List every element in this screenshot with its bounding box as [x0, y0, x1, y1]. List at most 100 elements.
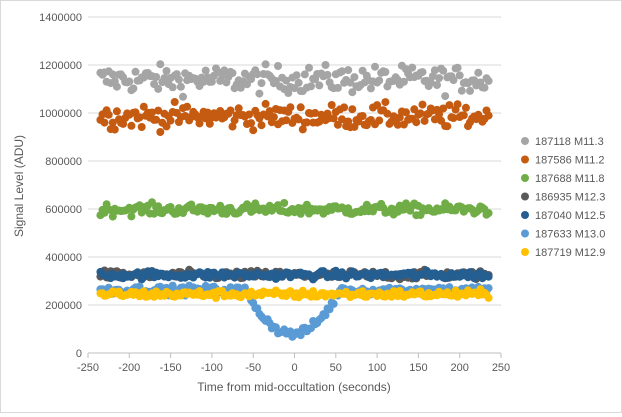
data-point [112, 82, 121, 91]
data-point [315, 81, 324, 90]
legend-marker [521, 192, 529, 201]
data-point [381, 98, 390, 107]
legend-marker [521, 248, 529, 256]
data-point [257, 121, 266, 130]
legend-marker [521, 174, 529, 182]
series-1 [96, 98, 493, 136]
data-point [228, 69, 237, 78]
data-point [441, 92, 450, 101]
data-point [307, 82, 315, 91]
data-point [321, 311, 330, 320]
x-axis-title: Time from mid-occultation (seconds) [197, 380, 391, 394]
data-point [156, 128, 165, 136]
data-point [176, 82, 185, 91]
data-point [168, 281, 177, 290]
data-point [294, 78, 303, 87]
data-point [261, 99, 270, 108]
data-point [484, 111, 493, 120]
data-point [350, 73, 359, 82]
axes: 0 200000 400000 600000 800000 1000000 1200000 1… [39, 12, 510, 374]
series-2 [96, 198, 493, 221]
data-point [104, 110, 113, 119]
data-point [466, 86, 474, 95]
legend-label: 187586 M11.2 [535, 155, 605, 167]
data-point [461, 103, 470, 112]
data-point [110, 125, 119, 134]
data-point [338, 67, 346, 76]
data-point [393, 120, 402, 129]
legend-marker [521, 229, 529, 238]
gridlines [88, 16, 501, 306]
legend-label: 186935 M12.3 [535, 192, 605, 204]
data-point [162, 67, 171, 75]
data-point [375, 116, 384, 125]
series-0 [96, 60, 493, 101]
data-point [228, 122, 237, 131]
data-point [484, 293, 493, 302]
data-point [484, 272, 493, 281]
x-tick-label: -50 [245, 362, 261, 374]
data-point [257, 79, 266, 88]
data-point [484, 76, 493, 85]
data-point [205, 119, 214, 128]
data-point [430, 66, 439, 75]
data-point [216, 107, 225, 115]
data-point [381, 68, 390, 76]
data-point [156, 60, 165, 69]
data-point [418, 100, 427, 109]
data-point [152, 73, 161, 81]
x-tick-label: -200 [118, 362, 140, 374]
data-point [338, 115, 346, 124]
data-point [108, 70, 117, 79]
data-point [457, 86, 466, 95]
data-point [282, 116, 291, 125]
data-points [96, 60, 493, 341]
legend: 187118 M11.3 187586 M11.2 187688 M11.8 1869… [521, 136, 605, 259]
y-tick-label: 600000 [45, 204, 82, 216]
data-point [160, 74, 169, 83]
data-point [439, 104, 448, 113]
data-point [108, 212, 117, 221]
legend-label: 187688 M11.8 [535, 173, 605, 185]
data-point [333, 83, 342, 92]
data-point [135, 113, 144, 122]
data-point [296, 331, 305, 340]
x-tick-label: -150 [160, 362, 182, 374]
data-point [375, 76, 384, 85]
data-point [296, 103, 305, 112]
data-point [329, 299, 338, 308]
x-tick-label: -100 [201, 362, 223, 374]
data-point [195, 119, 204, 128]
data-point [166, 116, 175, 125]
data-point [139, 102, 148, 111]
data-point [321, 61, 330, 69]
data-point [249, 126, 258, 135]
y-tick-label: 1000000 [39, 108, 82, 120]
x-tick-label: 150 [409, 362, 427, 374]
data-point [234, 104, 243, 113]
x-tick-label: 50 [330, 362, 342, 374]
data-point [125, 77, 134, 86]
data-point [348, 88, 357, 97]
data-point [344, 66, 353, 75]
legend-label: 187633 M13.0 [535, 229, 605, 241]
y-tick-label: 0 [76, 348, 82, 360]
data-point [245, 110, 254, 119]
data-point [340, 103, 349, 112]
legend-marker [521, 211, 529, 219]
legend-label: 187040 M12.5 [535, 210, 605, 222]
x-tick-label: -250 [77, 362, 99, 374]
x-tick-label: 250 [492, 362, 510, 374]
data-point [449, 76, 458, 85]
data-point [366, 84, 375, 93]
data-point [433, 81, 441, 89]
data-point [152, 115, 161, 124]
data-point [480, 83, 489, 92]
data-point [300, 70, 309, 79]
y-axis-title: Signal Level (ADU) [12, 135, 26, 237]
series-6 [96, 285, 493, 302]
data-point [162, 122, 171, 131]
y-tick-label: 1400000 [39, 12, 82, 24]
data-point [174, 75, 183, 84]
data-point [439, 66, 448, 75]
